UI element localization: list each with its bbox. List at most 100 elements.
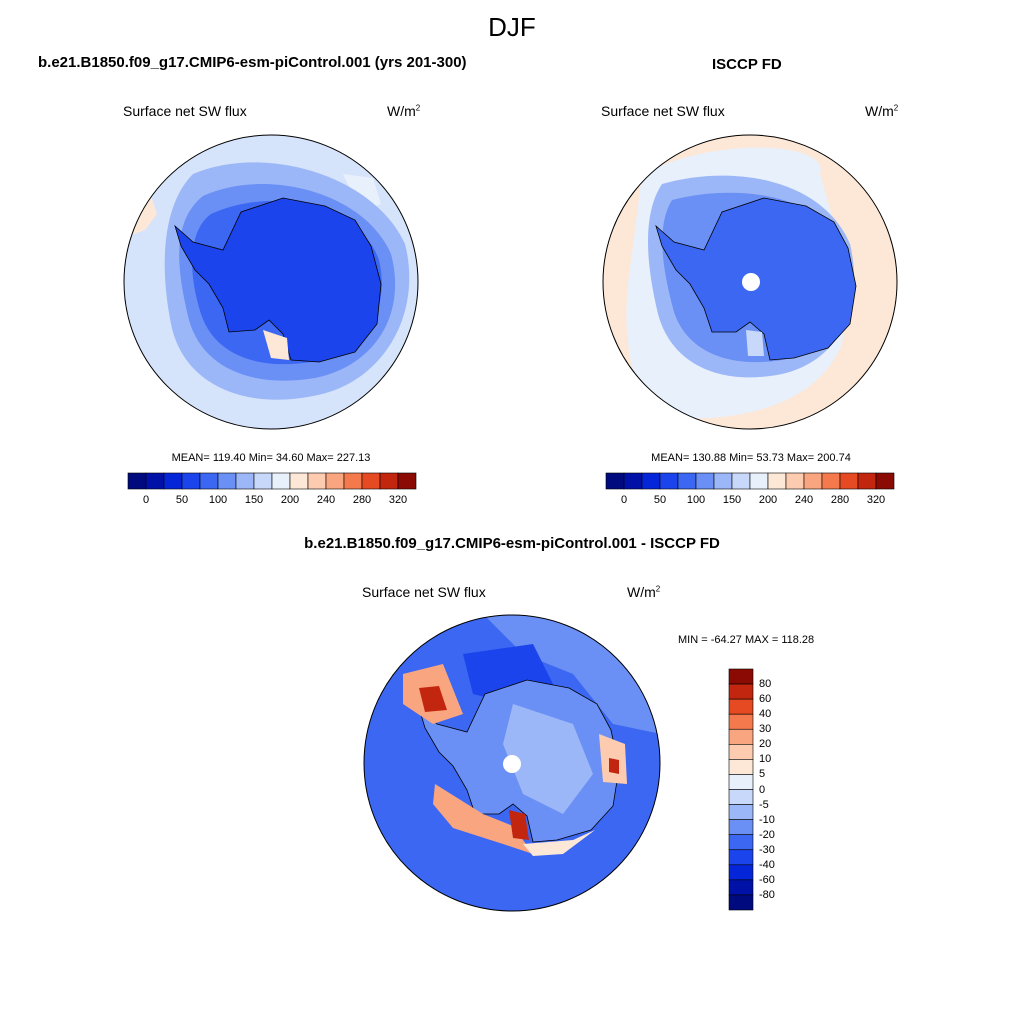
model-colorbar-swatch — [379, 472, 399, 490]
model-colorbar-swatch — [235, 472, 255, 490]
diff-pink-ring — [523, 830, 595, 856]
obs-units-label: W/m2 — [865, 103, 899, 119]
diff-colorbar-swatch — [728, 894, 754, 911]
obs-colorbar-tick-label: 240 — [794, 494, 814, 506]
model-colorbar-swatch — [397, 472, 417, 490]
diff-colorbar-tick-label: 20 — [759, 738, 772, 751]
diff-colorbar-swatch — [728, 728, 754, 745]
diff-colorbar-tick-label: 60 — [759, 693, 772, 706]
diff-colorbar-swatch — [728, 864, 754, 881]
model-colorbar-swatch — [289, 472, 309, 490]
obs-variable-label: Surface net SW flux — [601, 103, 725, 119]
diff-stats: MIN = -64.27 MAX = 118.28 — [678, 634, 815, 646]
diff-colorbar-tick-label: -80 — [759, 888, 775, 901]
obs-colorbar-tick-label: 50 — [653, 494, 667, 506]
obs-stats: MEAN= 130.88 Min= 53.73 Max= 200.74 — [651, 452, 851, 464]
model-variable-label: Surface net SW flux — [123, 103, 247, 119]
diff-units-label: W/m2 — [627, 584, 661, 600]
diff-hot-west — [419, 686, 447, 712]
diff-colorbar-swatch — [728, 683, 754, 700]
model-colorbar-swatch — [163, 472, 183, 490]
diff-colorbar-tick-label: -20 — [759, 828, 775, 841]
obs-colorbar — [605, 472, 895, 490]
model-antarctica — [174, 197, 382, 363]
diff-colorbar — [728, 668, 754, 911]
model-colorbar-swatch — [307, 472, 327, 490]
obs-colorbar-swatch — [785, 472, 805, 490]
diff-colorbar-swatch — [728, 879, 754, 896]
figure-title: DJF — [488, 12, 536, 42]
model-colorbar-tick-label: 200 — [280, 494, 300, 506]
diff-colorbar-tick-label: -10 — [759, 813, 775, 826]
diff-colorbar-ticks: 80 60 40 30 20 10 5 0 -5 -10 -20 -30 -40 -60 -80 — [753, 669, 793, 910]
diff-colorbar-swatch — [728, 819, 754, 835]
diff-colorbar-swatch — [728, 698, 754, 715]
obs-colorbar-swatch — [605, 472, 625, 490]
diff-colorbar-tick-label: -5 — [759, 798, 769, 811]
obs-colorbar-swatch — [659, 472, 679, 490]
diff-colorbar-swatch — [728, 834, 754, 851]
model-colorbar-swatch — [271, 472, 291, 490]
model-panel-title: b.e21.B1850.f09_g17.CMIP6-esm-piControl.… — [38, 54, 467, 71]
model-colorbar-swatch — [127, 472, 147, 490]
diff-hot-east — [609, 758, 619, 774]
obs-colorbar-swatch — [749, 472, 769, 490]
model-colorbar-swatch — [217, 472, 237, 490]
diff-warm-south — [433, 784, 533, 854]
obs-colorbar-swatch — [839, 472, 859, 490]
obs-colorbar-swatch — [677, 472, 697, 490]
model-colorbar-swatch — [181, 472, 201, 490]
obs-ross-patch — [746, 330, 764, 356]
diff-colorbar-swatch — [728, 789, 754, 805]
obs-colorbar-tick-label: 150 — [722, 494, 742, 506]
obs-colorbar-swatch — [821, 472, 841, 490]
diff-colorbar-tick-label: 30 — [759, 723, 772, 736]
diff-panel-title: b.e21.B1850.f09_g17.CMIP6-esm-piControl.… — [304, 535, 720, 552]
diff-colorbar-tick-label: -30 — [759, 843, 775, 856]
diff-colorbar-tick-label: 40 — [759, 708, 772, 721]
model-colorbar-swatch — [343, 472, 363, 490]
obs-colorbar-swatch — [803, 472, 823, 490]
diff-colorbar-swatch — [728, 804, 754, 820]
obs-colorbar-swatch — [857, 472, 877, 490]
obs-polar-map — [602, 134, 898, 430]
model-colorbar-tick-label: 280 — [352, 494, 372, 506]
obs-colorbar-swatch — [731, 472, 751, 490]
obs-colorbar-swatch — [767, 472, 787, 490]
diff-interior-light — [503, 704, 593, 814]
obs-colorbar-swatch — [641, 472, 661, 490]
diff-colorbar-swatch — [728, 713, 754, 730]
diff-colorbar-swatch — [728, 759, 754, 775]
diff-colorbar-swatch — [728, 774, 754, 790]
obs-colorbar-swatch — [713, 472, 733, 490]
diff-colorbar-swatch — [728, 668, 754, 685]
obs-colorbar-swatch — [875, 472, 895, 490]
obs-colorbar-tick-label: 280 — [830, 494, 850, 506]
model-ross-patch — [263, 330, 289, 360]
obs-colorbar-ticks: 0 50 100 150 200 240 280 320 — [606, 494, 894, 508]
obs-colorbar-tick-label: 0 — [620, 494, 628, 506]
diff-colorbar-tick-label: 0 — [759, 783, 766, 796]
diff-pole-hole — [503, 755, 521, 773]
diff-colorbar-tick-label: 5 — [759, 768, 766, 781]
model-colorbar-tick-label: 0 — [142, 494, 150, 506]
diff-hot-south — [509, 810, 529, 840]
obs-colorbar-tick-label: 200 — [758, 494, 778, 506]
obs-colorbar-tick-label: 100 — [686, 494, 706, 506]
model-colorbar-ticks: 0 50 100 150 200 240 280 320 — [128, 494, 416, 508]
diff-colorbar-tick-label: -60 — [759, 873, 775, 886]
model-colorbar-tick-label: 100 — [208, 494, 228, 506]
diff-colorbar-swatch — [728, 849, 754, 866]
diff-colorbar-tick-label: 10 — [759, 753, 772, 766]
diff-colorbar-tick-label: 80 — [759, 678, 772, 691]
model-colorbar — [127, 472, 417, 490]
obs-colorbar-tick-label: 320 — [866, 494, 886, 506]
model-colorbar-tick-label: 50 — [175, 494, 189, 506]
model-polar-map — [123, 134, 419, 430]
obs-panel-title: ISCCP FD — [712, 56, 782, 73]
diff-colorbar-swatch — [728, 744, 754, 760]
model-colorbar-tick-label: 240 — [316, 494, 336, 506]
model-colorbar-swatch — [361, 472, 381, 490]
model-colorbar-tick-label: 320 — [388, 494, 408, 506]
model-colorbar-swatch — [199, 472, 219, 490]
